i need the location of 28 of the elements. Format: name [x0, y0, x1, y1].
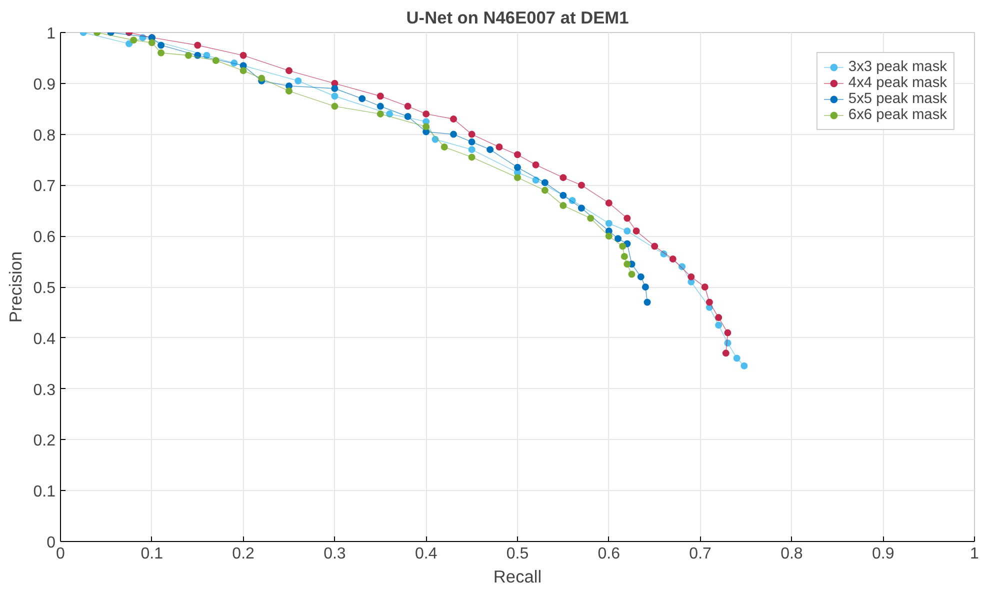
- y-tick-label: 0.6: [33, 229, 56, 246]
- x-tick-label: 0.5: [506, 546, 529, 562]
- legend-label: 3x3 peak mask: [848, 59, 947, 75]
- x-tick-label: 0.2: [232, 546, 255, 562]
- x-tick-label: 0.8: [780, 546, 803, 562]
- legend-label: 5x5 peak mask: [848, 91, 947, 107]
- y-tick-label: 0.4: [33, 330, 56, 348]
- y-tick-label: 0.5: [33, 280, 56, 297]
- y-tick-label: 1: [46, 26, 56, 42]
- y-tick-label: 0.7: [33, 178, 56, 196]
- x-tick-label: 0.1: [140, 546, 164, 562]
- y-tick-label: 0.3: [33, 382, 56, 399]
- y-tick-label: 0: [46, 534, 56, 552]
- x-tick-label: 0.3: [324, 546, 346, 562]
- chart-title: U-Net on N46E007 at DEM1: [406, 8, 630, 28]
- x-tick-label: 0.9: [872, 546, 894, 562]
- x-axis-title: Recall: [493, 566, 542, 586]
- x-tick-label: 0.6: [598, 546, 620, 562]
- legend-label: 6x6 peak mask: [848, 107, 947, 123]
- y-axis-title: Precision: [5, 251, 26, 323]
- x-tick-label: 0.7: [689, 546, 712, 562]
- y-tick-label: 0.1: [33, 484, 56, 501]
- y-tick-label: 0.8: [33, 127, 56, 144]
- legend-label: 4x4 peak mask: [848, 75, 947, 91]
- y-tick-label: 0.2: [33, 432, 56, 450]
- y-tick-label: 0.9: [33, 76, 56, 94]
- x-tick-label: 0.4: [414, 546, 438, 562]
- x-tick-label: 1: [970, 546, 980, 562]
